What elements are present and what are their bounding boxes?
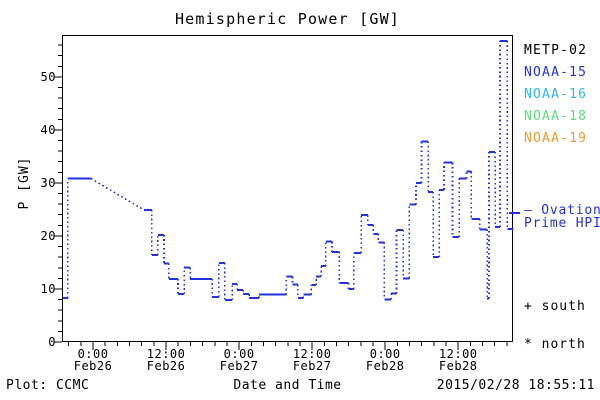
- north-marker-label: * north: [524, 337, 586, 352]
- tick-time: 12:00: [292, 347, 332, 361]
- tick-date: Feb26: [146, 358, 186, 373]
- tick-time: 12:00: [146, 347, 186, 361]
- plot-credit: Plot: CCMC: [6, 378, 90, 393]
- tick-date: Feb28: [365, 358, 405, 373]
- plot-timestamp: 2015/02/28 18:55:11: [436, 378, 595, 393]
- tick-time: 0:00: [223, 347, 255, 361]
- ovation-label-line2: Prime HPI: [524, 215, 600, 231]
- ovation-label-line1: – Ovation: [524, 203, 600, 218]
- y-tick-label-10: 10: [40, 281, 56, 296]
- x-tick-label-Feb28-12:00: 12:00 Feb28: [422, 347, 494, 373]
- current-hpi-marker: [509, 212, 520, 215]
- tick-time: 12:00: [438, 347, 478, 361]
- y-tick-label-40: 40: [40, 122, 56, 137]
- y-tick-label-20: 20: [40, 228, 56, 243]
- x-tick-label-Feb27-12:00: 12:00 Feb27: [276, 347, 348, 373]
- hpi-measurement-dashes: [63, 39, 514, 302]
- x-tick-label-Feb27-0:00: 0:00 Feb27: [203, 347, 275, 373]
- tick-time: 0:00: [77, 347, 109, 361]
- plot-area: [62, 35, 514, 342]
- legend-item-noaa-16: NOAA-16: [524, 87, 588, 102]
- y-tick-label-50: 50: [40, 69, 56, 84]
- hpi-connector-dotted-line: [67, 40, 509, 301]
- y-tick-label-0: 0: [48, 335, 56, 349]
- legend-item-noaa-15: NOAA-15: [524, 65, 588, 80]
- south-marker-label: + south: [524, 299, 586, 314]
- ovation-prime-hpi-label: – Ovation Prime HPI: [524, 203, 600, 231]
- legend-item-noaa-18: NOAA-18: [524, 109, 588, 124]
- tick-date: Feb27: [292, 358, 332, 373]
- chart-title: Hemispheric Power [GW]: [174, 10, 401, 28]
- legend-item-noaa-19: NOAA-19: [524, 131, 588, 146]
- x-tick-label-Feb26-0:00: 0:00 Feb26: [57, 347, 129, 373]
- tick-date: Feb26: [73, 358, 113, 373]
- legend-item-metp-02: METP-02: [524, 43, 588, 58]
- y-tick-label-30: 30: [40, 175, 56, 190]
- tick-date: Feb27: [219, 358, 259, 373]
- tick-time: 0:00: [369, 347, 401, 361]
- x-tick-label-Feb28-0:00: 0:00 Feb28: [349, 347, 421, 373]
- satellite-legend: METP-02 NOAA-15 NOAA-16 NOAA-18 NOAA-19: [524, 44, 587, 154]
- tick-date: Feb28: [438, 358, 478, 373]
- hpi-line-chart: [63, 39, 514, 302]
- x-tick-label-Feb26-12:00: 12:00 Feb26: [130, 347, 202, 373]
- x-axis-title: Date and Time: [233, 378, 342, 393]
